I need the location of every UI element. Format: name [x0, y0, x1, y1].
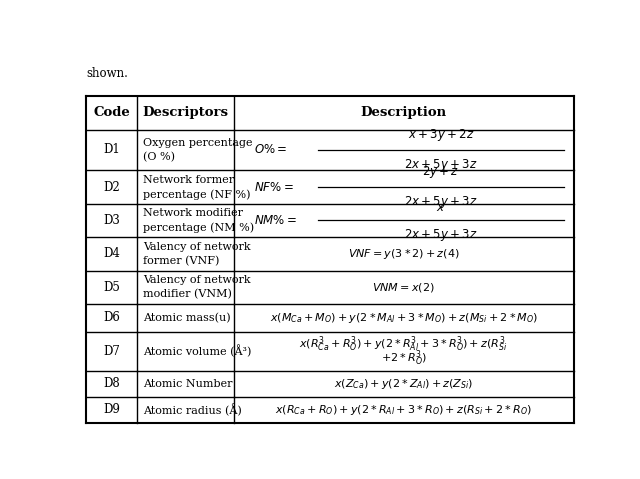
Text: $2x + 5y + 3z$: $2x + 5y + 3z$: [404, 157, 477, 172]
Text: $\mathit{VNM} = x(2)$: $\mathit{VNM} = x(2)$: [372, 281, 435, 294]
Text: D6: D6: [103, 311, 120, 324]
Text: Descriptors: Descriptors: [142, 106, 228, 119]
Text: D4: D4: [103, 247, 120, 261]
Text: D2: D2: [103, 181, 120, 194]
Text: Atomic volume (Å³): Atomic volume (Å³): [143, 345, 252, 357]
Text: $2x + 5y + 3z$: $2x + 5y + 3z$: [404, 194, 477, 210]
Text: $\mathit{VNF} = y(3 * 2) + z(4)$: $\mathit{VNF} = y(3 * 2) + z(4)$: [348, 247, 460, 261]
Text: $x + 3y + 2z$: $x + 3y + 2z$: [408, 127, 474, 143]
Text: D1: D1: [103, 144, 120, 157]
Text: $\mathit{O}\%=$: $\mathit{O}\%=$: [253, 144, 287, 157]
Text: Atomic Number: Atomic Number: [143, 379, 232, 388]
Text: $\mathit{NF}\%=$: $\mathit{NF}\%=$: [253, 181, 293, 194]
Text: $x(Z_{Ca}) + y(2 * Z_{Al}) + z(Z_{Si})$: $x(Z_{Ca}) + y(2 * Z_{Al}) + z(Z_{Si})$: [334, 376, 474, 391]
Text: D7: D7: [103, 345, 120, 358]
Text: $x$: $x$: [436, 201, 445, 214]
Text: $x(M_{Ca} + M_O) + y(2 * M_{Al} + 3 * M_O) + z(M_{Si} + 2 * M_O)$: $x(M_{Ca} + M_O) + y(2 * M_{Al} + 3 * M_…: [269, 311, 538, 325]
Text: D5: D5: [103, 281, 120, 294]
Text: D8: D8: [103, 377, 120, 390]
Text: $x(R_{Ca}^{3} + R_O^{3}) + y(2 * R_{Al}^{3} + 3 * R_O^{3}) + z(R_{Si}^{3}$: $x(R_{Ca}^{3} + R_O^{3}) + y(2 * R_{Al}^…: [300, 334, 508, 354]
Text: Atomic radius (Å): Atomic radius (Å): [143, 403, 242, 416]
Text: Valency of network
former (VNF): Valency of network former (VNF): [143, 241, 251, 266]
Text: $2x + 5y + 3z$: $2x + 5y + 3z$: [404, 227, 477, 243]
Text: Oxygen percentage
(O %): Oxygen percentage (O %): [143, 138, 253, 162]
Text: Valency of network
modifier (VNM): Valency of network modifier (VNM): [143, 275, 251, 299]
Text: D9: D9: [103, 403, 120, 416]
Text: Atomic mass(u): Atomic mass(u): [143, 313, 230, 323]
Text: $\mathit{NM}\%=$: $\mathit{NM}\%=$: [253, 214, 296, 227]
Text: $+ 2 * R_O^{3})$: $+ 2 * R_O^{3})$: [381, 349, 427, 368]
Text: shown.: shown.: [86, 67, 128, 80]
Text: Network former
percentage (NF %): Network former percentage (NF %): [143, 175, 250, 200]
Text: $2y + z$: $2y + z$: [422, 164, 460, 181]
Text: D3: D3: [103, 214, 120, 227]
Text: Code: Code: [93, 106, 130, 119]
Text: Network modifier
percentage (NM %): Network modifier percentage (NM %): [143, 208, 254, 233]
Text: Description: Description: [360, 106, 447, 119]
Text: $x(R_{Ca} + R_O) + y(2 * R_{Al} + 3 * R_O) + z(R_{Si} + 2 * R_O)$: $x(R_{Ca} + R_O) + y(2 * R_{Al} + 3 * R_…: [275, 403, 532, 417]
